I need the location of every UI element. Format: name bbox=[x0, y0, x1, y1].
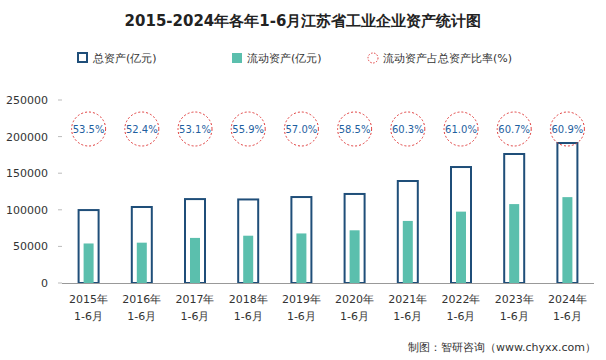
ratio-circle bbox=[550, 112, 584, 146]
x-tick-label: 2016年 1-6月 bbox=[122, 293, 161, 323]
bar bbox=[296, 233, 306, 283]
data-label: 60.3% bbox=[392, 124, 424, 135]
x-axis bbox=[62, 283, 594, 284]
bar bbox=[291, 197, 311, 283]
x-tick-label: 2020年 1-6月 bbox=[335, 293, 374, 323]
data-label: 60.9% bbox=[552, 124, 584, 135]
bar bbox=[243, 236, 253, 283]
data-label: 57.0% bbox=[286, 124, 318, 135]
data-label: 52.4% bbox=[126, 124, 158, 135]
y-tick-label: 200000 bbox=[6, 131, 48, 144]
x-tick-line: 2023年 bbox=[495, 293, 534, 306]
title: 2015-2024年各年1-6月江苏省工业企业资产统计图 bbox=[125, 12, 482, 30]
y-tick bbox=[58, 209, 62, 210]
x-tick-label: 2022年 1-6月 bbox=[442, 293, 481, 323]
x-tick-label: 2019年 1-6月 bbox=[282, 293, 321, 323]
data-label: 58.5% bbox=[339, 124, 371, 135]
ratio-circle bbox=[72, 112, 106, 146]
y-tick bbox=[58, 100, 62, 101]
ratio-circle bbox=[338, 112, 372, 146]
y-tick-label: 250000 bbox=[6, 94, 48, 107]
bar bbox=[557, 143, 577, 283]
bar bbox=[137, 243, 147, 283]
legend-swatch bbox=[232, 53, 242, 63]
x-tick-line: 1-6月 bbox=[447, 310, 476, 323]
legend-label: 总资产(亿元) bbox=[92, 52, 157, 65]
y-tick bbox=[58, 283, 62, 284]
x-tick-line: 1-6月 bbox=[500, 310, 529, 323]
y-tick-label: 50000 bbox=[13, 240, 48, 253]
bar bbox=[238, 199, 258, 283]
x-tick-line: 1-6月 bbox=[393, 310, 422, 323]
x-tick-line: 1-6月 bbox=[181, 310, 210, 323]
x-tick-label: 2015年 1-6月 bbox=[69, 293, 108, 323]
x-tick-label: 2024年 1-6月 bbox=[548, 293, 587, 323]
x-tick-line: 2021年 bbox=[388, 293, 427, 306]
legend-label: 流动资产(亿元) bbox=[247, 52, 322, 65]
x-tick-line: 2022年 bbox=[442, 293, 481, 306]
bar bbox=[509, 204, 519, 283]
ratio-circle bbox=[125, 112, 159, 146]
x-tick-line: 2017年 bbox=[176, 293, 215, 306]
legend-label: 流动资产占总资产比率(%) bbox=[383, 52, 512, 65]
data-label: 60.7% bbox=[498, 124, 530, 135]
bar bbox=[562, 197, 572, 283]
x-tick-line: 2016年 bbox=[122, 293, 161, 306]
x-tick-label: 2021年 1-6月 bbox=[388, 293, 427, 323]
bar bbox=[345, 194, 365, 283]
bar bbox=[403, 221, 413, 283]
y-tick-label: 0 bbox=[41, 277, 48, 290]
data-label: 55.9% bbox=[232, 124, 264, 135]
y-tick bbox=[58, 246, 62, 247]
ratio-circle bbox=[284, 112, 318, 146]
x-tick-label: 2023年 1-6月 bbox=[495, 293, 534, 323]
x-tick-line: 2015年 bbox=[69, 293, 108, 306]
bar bbox=[190, 238, 200, 283]
data-label: 61.0% bbox=[445, 124, 477, 135]
x-tick-line: 2019年 bbox=[282, 293, 321, 306]
data-label: 53.1% bbox=[179, 124, 211, 135]
bar bbox=[84, 243, 94, 283]
ratio-circle bbox=[178, 112, 212, 146]
x-tick-label: 2017年 1-6月 bbox=[176, 293, 215, 323]
x-tick-line: 1-6月 bbox=[234, 310, 263, 323]
legend-swatch bbox=[368, 53, 378, 63]
y-tick-label: 100000 bbox=[6, 204, 48, 217]
data-label: 53.5% bbox=[73, 124, 105, 135]
x-tick-line: 2020年 bbox=[335, 293, 374, 306]
bar bbox=[79, 210, 99, 283]
x-tick-line: 1-6月 bbox=[340, 310, 369, 323]
legend-swatch bbox=[78, 53, 87, 62]
x-tick-line: 1-6月 bbox=[287, 310, 316, 323]
plot-area bbox=[79, 143, 578, 283]
ratio-circle bbox=[444, 112, 478, 146]
ratio-circle bbox=[231, 112, 265, 146]
ratio-circle bbox=[497, 112, 531, 146]
y-tick bbox=[58, 173, 62, 174]
x-tick-line: 2018年 bbox=[229, 293, 268, 306]
x-tick-line: 1-6月 bbox=[74, 310, 103, 323]
bar bbox=[451, 167, 471, 283]
bar bbox=[350, 230, 360, 283]
source: 制图：智研咨询（www.chyxx.com） bbox=[408, 341, 596, 354]
x-tick-line: 1-6月 bbox=[553, 310, 582, 323]
y-tick bbox=[58, 136, 62, 137]
bar bbox=[132, 207, 152, 283]
x-tick-label: 2018年 1-6月 bbox=[229, 293, 268, 323]
x-tick-line: 2024年 bbox=[548, 293, 587, 306]
ratio-circle bbox=[391, 112, 425, 146]
bar bbox=[185, 199, 205, 283]
x-tick-line: 1-6月 bbox=[127, 310, 156, 323]
bar bbox=[456, 212, 466, 283]
bar bbox=[398, 181, 418, 283]
y-tick-label: 150000 bbox=[6, 167, 48, 180]
bar bbox=[504, 154, 524, 283]
